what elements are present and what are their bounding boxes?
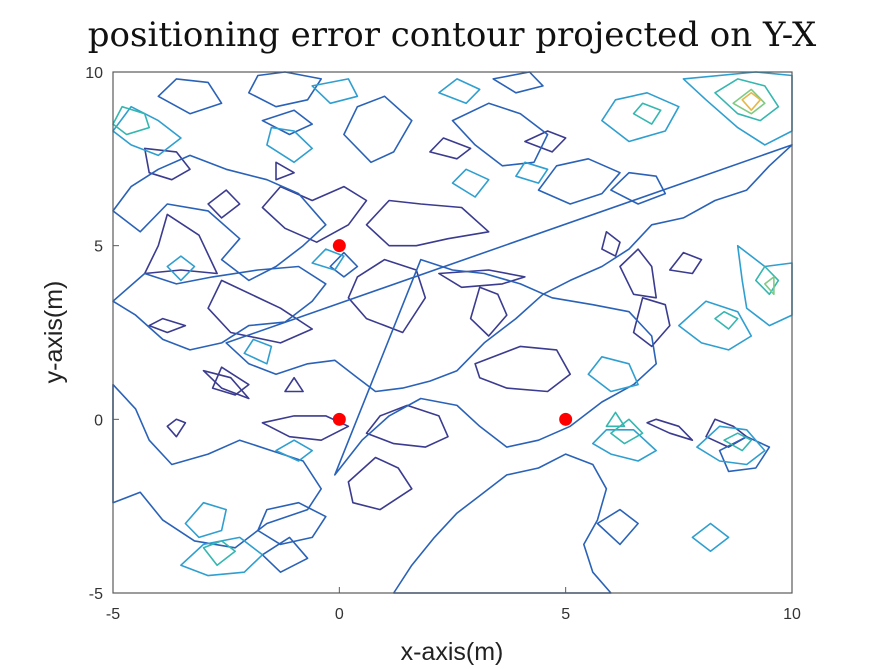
y-tick-label: 0 [94,412,103,429]
contour-line [333,258,658,476]
contour-line [329,251,359,278]
contour-line [451,102,549,167]
contour-line [184,501,227,539]
contour-line [587,355,639,393]
contour-line [365,404,449,448]
contour-line [225,144,793,393]
contour-line [157,78,223,115]
contour-line [261,109,314,136]
contour-line [429,137,472,160]
x-axis-label: x-axis(m) [401,638,504,666]
contour-line [696,425,766,466]
contour-line [392,453,612,594]
contour-line [112,154,327,282]
contour-lines [112,71,793,594]
plot-frame [112,71,793,594]
y-axis: -5 0 5 10 [85,65,119,603]
contour-line [714,310,739,330]
contour-line [311,248,345,271]
contour-line [112,105,150,136]
contour-line [469,286,508,337]
contour-line [601,231,621,257]
x-tick-label: -5 [106,606,120,623]
contour-line [202,369,250,400]
contour-line [601,92,680,143]
contour-line [646,418,694,442]
anchor-points [332,239,573,426]
y-tick-label: -5 [89,586,103,603]
chart-title: positioning error contour projected on Y… [88,15,817,55]
contour-line [180,536,264,577]
x-tick-label: 0 [335,606,344,623]
contour-line [365,199,490,247]
contour-line [632,102,662,125]
y-tick-label: 10 [85,65,103,82]
contour-line [248,71,323,108]
contour-line [736,244,793,327]
contour-line [166,418,187,438]
contour-line [347,456,413,511]
contour-line [677,300,753,351]
x-tick-label: 10 [783,606,801,623]
contour-line [143,213,218,275]
contour-line [311,78,359,105]
x-axis: -5 0 5 10 [106,587,801,623]
contour-line [438,269,526,289]
contour-line [610,171,667,205]
contour-line [112,383,323,549]
contour-line [202,540,236,567]
anchor-point [332,412,346,426]
contour-line [275,161,295,181]
contour-line [284,376,304,393]
contour-line [112,265,327,351]
contour-line [619,248,658,299]
contour-line [537,158,621,205]
contour-line [610,418,644,445]
contour-line [143,147,191,181]
contour-line [515,161,549,184]
anchor-point [559,412,573,426]
contour-line [261,536,309,574]
contour-line [732,88,766,115]
contour-line [438,78,481,105]
contour-line [605,411,626,428]
contour-line [691,522,730,553]
contour-line [266,126,314,164]
contour-line [668,251,703,275]
contour-line [714,78,780,122]
contour-line [211,366,250,396]
contour-line [207,189,241,219]
contour-line [275,439,314,462]
contour-line [754,265,780,296]
y-tick-label: 5 [94,239,103,256]
contour-line [474,345,572,393]
contour-line [718,435,771,473]
y-axis-label: y-axis(m) [40,281,68,384]
contour-line [261,415,350,442]
contour-line [148,317,187,334]
contour-line [166,255,196,282]
contour-line [741,92,762,111]
x-tick-label: 5 [561,606,570,623]
contour-line [596,508,639,546]
contour-line [347,258,427,334]
contour-line [451,168,490,198]
contour-line [591,428,658,462]
contour-line [763,276,775,296]
contour-line [524,130,567,153]
contour-line [492,71,544,94]
contour-line [243,338,273,365]
contour-line [632,296,671,348]
contour-line [723,432,753,452]
anchor-point [332,239,346,253]
contour-line [207,279,314,344]
contour-line [257,501,327,546]
plot-area [113,72,792,593]
contour-line [343,95,413,164]
contour-line [261,185,368,243]
